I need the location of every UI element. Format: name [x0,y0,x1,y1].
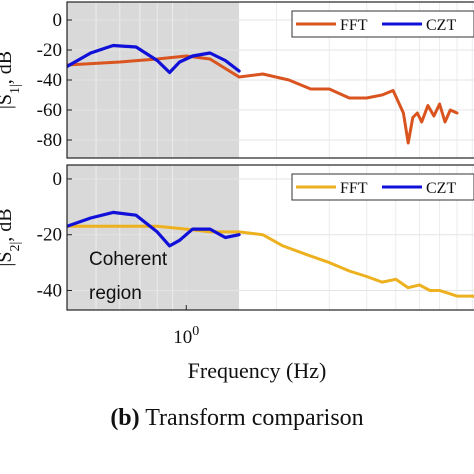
caption-tag: (b) [110,405,140,431]
legend-label-czt: CZT [426,17,456,34]
ylabel-part: |S [0,252,16,267]
panel-1-series-czt-line [67,43,241,75]
legend-label-czt: CZT [426,180,456,197]
panel-2-ytick-label: -20 [37,225,62,246]
coherent-region-label-line2: region [89,283,142,304]
ylabel-part: |S [0,94,16,109]
figure-caption: (b) Transform comparison [0,405,474,432]
panel-1-ytick-label: -20 [37,40,62,61]
xtick-label-part: 0 [192,324,199,339]
panel-1-ytick-label: -60 [37,100,62,121]
legend-label-fft: FFT [340,17,368,34]
panel-1-ytick-label: 0 [53,10,63,31]
xtick-label-part: 10 [173,327,192,348]
coherent-region-label-line1: Coherent [89,249,168,270]
legend-label-fft: FFT [340,180,368,197]
ylabel-part: , dB [0,208,16,241]
x-axis-label: Frequency (Hz) [188,358,327,383]
caption-text: Transform comparison [145,405,364,431]
panel-2-ytick-label: -40 [37,280,62,301]
ylabel-part: 1| [8,84,23,94]
xtick-label: 100 [173,324,199,348]
panel-2-ytick-label: 0 [53,169,63,190]
panel-1-ylabel: |S1|, dB [0,51,23,109]
panel-1-ytick-label: -40 [37,70,62,91]
panel-2-frame [66,164,474,311]
ylabel-part: , dB [0,51,16,84]
panel-2-ylabel: |S2|, dB [0,208,23,266]
panel-2-series-czt-line [67,210,241,248]
panel-1-series-fft-line [67,54,459,145]
ylabel-part: 2| [8,242,23,252]
panel-1-ytick-label: -80 [37,130,62,151]
